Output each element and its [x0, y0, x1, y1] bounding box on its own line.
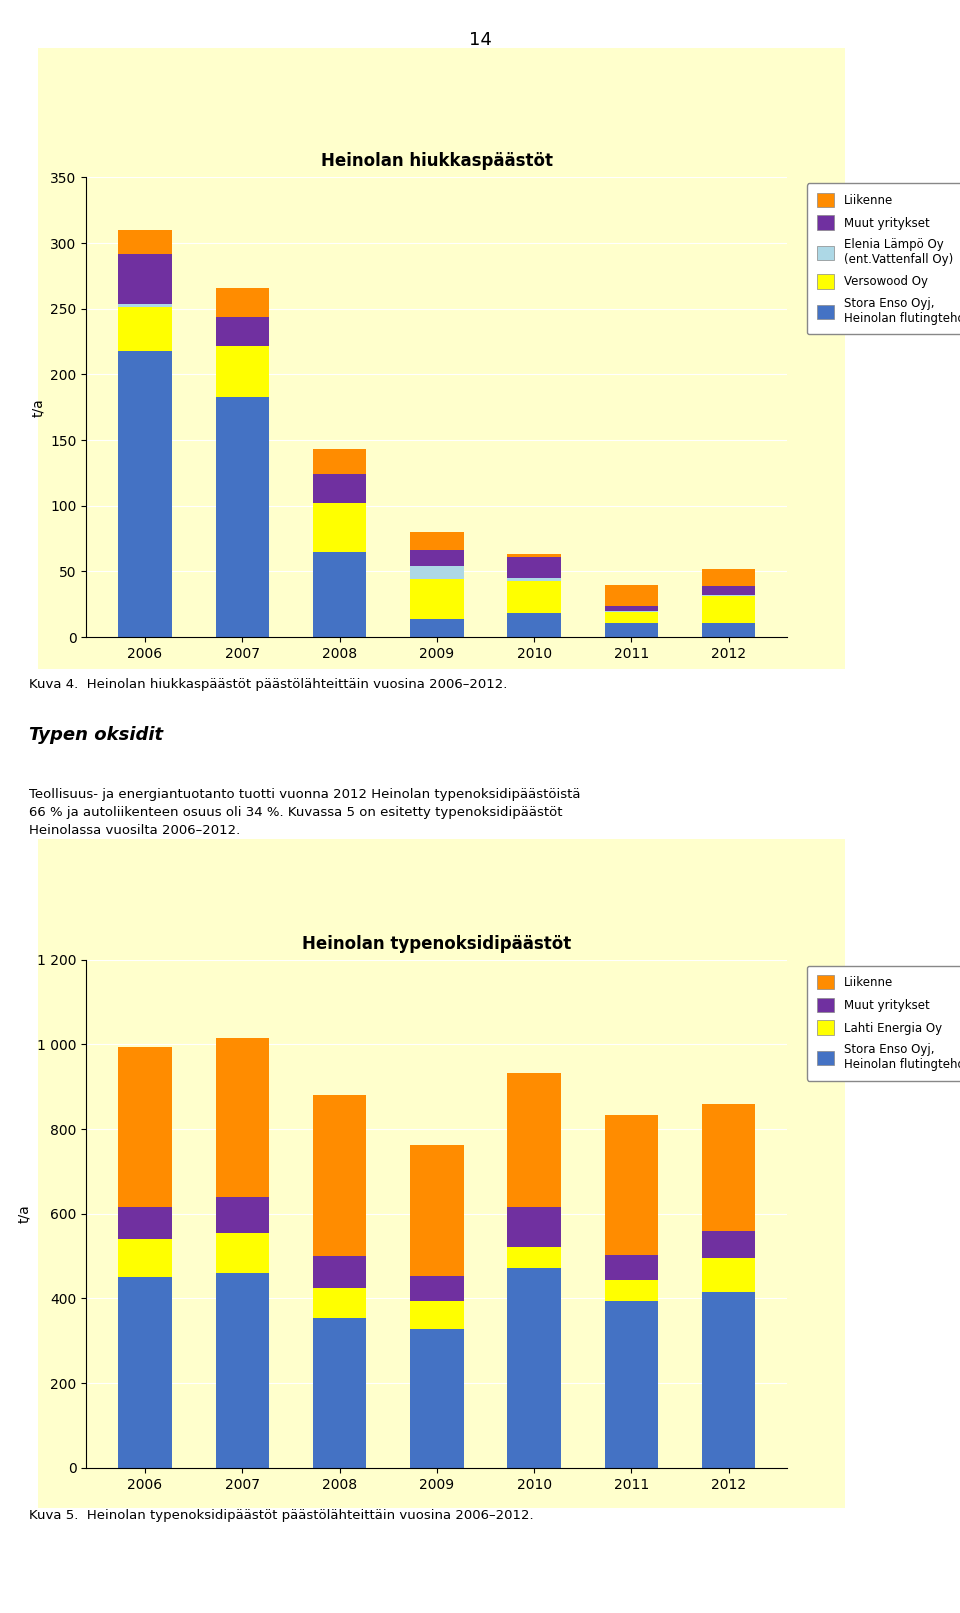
Bar [410, 579, 464, 619]
Bar [216, 1039, 269, 1197]
Bar [507, 1207, 561, 1247]
Bar [313, 552, 367, 637]
Text: Kuva 5.  Heinolan typenoksidipäästöt päästölähteittäin vuosina 2006–2012.: Kuva 5. Heinolan typenoksidipäästöt pääs… [29, 1510, 534, 1523]
Bar [118, 303, 172, 308]
Bar [507, 1268, 561, 1468]
Bar [410, 550, 464, 566]
Bar [605, 1281, 658, 1302]
Text: 14: 14 [468, 31, 492, 50]
Bar [216, 345, 269, 397]
Title: Heinolan hiukkaspäästöt: Heinolan hiukkaspäästöt [321, 152, 553, 171]
Bar [313, 474, 367, 503]
Bar [313, 1287, 367, 1318]
Bar [605, 1255, 658, 1281]
Bar [507, 581, 561, 613]
Bar [216, 316, 269, 345]
Text: Typen oksidit: Typen oksidit [29, 726, 163, 744]
Bar [118, 253, 172, 303]
Text: Teollisuus- ja energiantuotanto tuotti vuonna 2012 Heinolan typenoksidipäästöist: Teollisuus- ja energiantuotanto tuotti v… [29, 787, 580, 837]
Title: Heinolan typenoksidipäästöt: Heinolan typenoksidipäästöt [302, 934, 571, 953]
Text: Kuva 4.  Heinolan hiukkaspäästöt päästölähteittäin vuosina 2006–2012.: Kuva 4. Heinolan hiukkaspäästöt päästölä… [29, 677, 507, 690]
Bar [313, 1095, 367, 1257]
Bar [313, 1257, 367, 1287]
Bar [507, 556, 561, 577]
Bar [118, 308, 172, 350]
Bar [410, 1145, 464, 1276]
Bar [702, 1103, 756, 1231]
Bar [118, 1277, 172, 1468]
Y-axis label: t/a: t/a [17, 1205, 32, 1223]
Bar [313, 450, 367, 474]
Bar [410, 619, 464, 637]
Bar [702, 1258, 756, 1292]
Bar [507, 555, 561, 556]
Bar [216, 1273, 269, 1468]
Bar [605, 1302, 658, 1468]
Bar [313, 503, 367, 552]
Bar [410, 532, 464, 550]
Bar [702, 623, 756, 637]
Bar [410, 1276, 464, 1302]
Bar [410, 1329, 464, 1468]
Bar [702, 586, 756, 595]
Bar [313, 1318, 367, 1468]
Bar [605, 584, 658, 605]
Bar [118, 350, 172, 637]
Bar [507, 577, 561, 581]
Bar [118, 1239, 172, 1277]
Bar [605, 1115, 658, 1255]
Legend: Liikenne, Muut yritykset, Lahti Energia Oy, Stora Enso Oyj,
Heinolan flutingtehd: Liikenne, Muut yritykset, Lahti Energia … [807, 966, 960, 1081]
Bar [216, 1232, 269, 1273]
Bar [410, 566, 464, 579]
Bar [605, 605, 658, 611]
Bar [410, 1302, 464, 1329]
Bar [118, 1047, 172, 1208]
Y-axis label: t/a: t/a [31, 398, 45, 416]
Legend: Liikenne, Muut yritykset, Elenia Lämpö Oy
(ent.Vattenfall Oy), Versowood Oy, Sto: Liikenne, Muut yritykset, Elenia Lämpö O… [807, 184, 960, 334]
Bar [605, 613, 658, 623]
Bar [702, 569, 756, 586]
Bar [216, 287, 269, 316]
Bar [118, 231, 172, 253]
Bar [216, 1197, 269, 1232]
Bar [216, 397, 269, 637]
Bar [507, 613, 561, 637]
Bar [702, 597, 756, 623]
Bar [507, 1073, 561, 1207]
Bar [507, 1247, 561, 1268]
Bar [702, 1292, 756, 1468]
Bar [605, 623, 658, 637]
Bar [702, 1231, 756, 1258]
Bar [118, 1208, 172, 1239]
